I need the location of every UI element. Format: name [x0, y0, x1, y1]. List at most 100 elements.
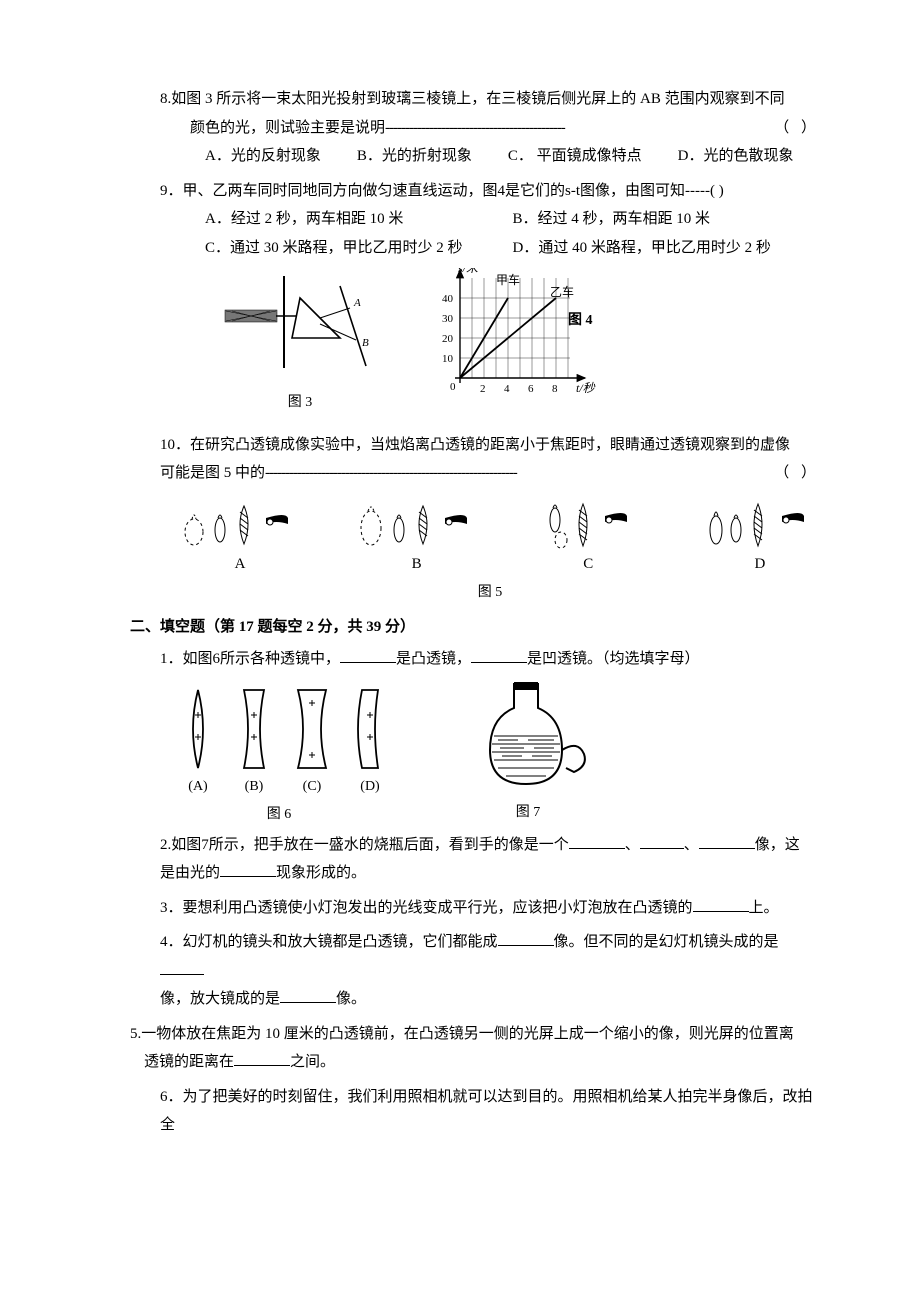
fig6-d: (D) — [352, 686, 388, 801]
f5-text-b: 透镜的距离在 — [144, 1054, 234, 1070]
fig5-a-label: A — [235, 550, 246, 579]
fig6-c: (C) — [292, 686, 332, 801]
fig5-opt-c: C — [533, 494, 643, 579]
f6-text: 为了把美好的时刻留住，我们利用照相机就可以达到目的。用照相机给某人拍完半身像后，… — [160, 1089, 813, 1134]
q9-opt-a: A．经过 2 秒，两车相距 10 米 — [205, 205, 513, 234]
f2-sep1: 、 — [625, 837, 640, 853]
q9-opt-c: C．通过 30 米路程，甲比乙用时少 2 秒 — [205, 234, 513, 263]
svg-text:20: 20 — [442, 333, 454, 345]
fig5-opt-a: A — [180, 494, 300, 579]
fig7-caption: 图 7 — [458, 800, 598, 827]
q8-opt-b: B．光的折射现象 — [357, 142, 472, 171]
q9-opt-b: B．经过 4 秒，两车相距 10 米 — [513, 205, 821, 234]
fig6-b: (B) — [236, 686, 272, 801]
f1-blank2 — [471, 648, 527, 663]
svg-text:10: 10 — [442, 353, 454, 365]
q10-dashes: ----------------------------------------… — [265, 465, 517, 481]
f1-text-a: 如图6所示各种透镜中， — [183, 651, 341, 667]
fig5-opt-d: D — [700, 494, 820, 579]
svg-text:B: B — [362, 337, 369, 349]
fig3-svg: A B — [220, 268, 380, 388]
f5-text-c: 之间。 — [290, 1054, 335, 1070]
fig5-d-label: D — [755, 550, 766, 579]
fig5-b-svg — [357, 494, 477, 550]
fig7-svg — [458, 680, 598, 798]
q9-opt-d: D．通过 40 米路程，甲比乙用时少 2 秒 — [513, 234, 821, 263]
f1-text-c: 是凹透镜。（均选填字母） — [527, 651, 700, 667]
svg-text:2: 2 — [480, 383, 486, 395]
fig3-caption: 图 3 — [288, 390, 313, 417]
svg-text:甲车: 甲车 — [496, 272, 520, 287]
svg-text:8: 8 — [552, 383, 558, 395]
f5-text-a: 一物体放在焦距为 10 厘米的凸透镜前，在凸透镜另一侧的光屏上成一个缩小的像，则… — [141, 1026, 794, 1042]
f4: 4．幻灯机的镜头和放大镜都是凸透镜，它们都能成 像。但不同的是幻灯机镜头成的是 像… — [160, 928, 820, 1014]
f4-line2: 像，放大镜成的是 像。 — [160, 985, 820, 1014]
fig5-caption: 图 5 — [160, 580, 820, 607]
fig5-c-label: C — [583, 550, 593, 579]
f3: 3．要想利用凸透镜使小灯泡发出的光线变成平行光，应该把小灯泡放在凸透镜的上。 — [160, 894, 820, 923]
f5-blank — [234, 1051, 290, 1066]
fig6-block: (A) (B) (C) (D) 图 6 — [170, 680, 388, 829]
q9-options: A．经过 2 秒，两车相距 10 米 B．经过 4 秒，两车相距 10 米 C．… — [160, 205, 820, 262]
q8-line1: 8.如图 3 所示将一束太阳光投射到玻璃三棱镜上，在三棱镜后侧光屏上的 AB 范… — [160, 85, 820, 114]
fig6-b-label: (B) — [236, 774, 272, 801]
fig4-svg: 甲车 乙车 40 30 20 10 0 2 4 6 8 s/米 t/秒 图 4 — [420, 268, 610, 408]
q8-line2: 颜色的光，则试验主要是说明---------------------------… — [160, 114, 820, 143]
q9-num: 9． — [160, 183, 183, 199]
f2-line2: 是由光的现象形成的。 — [160, 859, 820, 888]
q9: 9．甲、乙两车同时同地同方向做匀速直线运动，图4是它们的s-t图像，由图可知--… — [160, 177, 820, 263]
f2-sep2: 、 — [684, 837, 699, 853]
f3-num: 3． — [160, 900, 183, 916]
fig4-caption-side: 图 4 — [568, 312, 593, 328]
f5-line2: 透镜的距离在 之间。 — [130, 1048, 820, 1077]
f4-text-c: 像，放大镜成的是 — [160, 991, 280, 1007]
f4-blank1 — [498, 931, 554, 946]
f4-text-b: 像。但不同的是幻灯机镜头成的是 — [554, 934, 779, 950]
q10-line1: 10．在研究凸透镜成像实验中，当烛焰离凸透镜的距离小于焦距时，眼睛通过透镜观察到… — [160, 431, 820, 460]
fig5-c-svg — [533, 494, 643, 550]
q10-num: 10． — [160, 437, 190, 453]
fig5-d-svg — [700, 494, 820, 550]
f4-text-a: 幻灯机的镜头和放大镜都是凸透镜，它们都能成 — [183, 934, 498, 950]
svg-text:0: 0 — [450, 381, 456, 393]
f3-text-b: 上。 — [749, 900, 779, 916]
f2-blank4 — [220, 862, 276, 877]
q9-line1: 9．甲、乙两车同时同地同方向做匀速直线运动，图4是它们的s-t图像，由图可知--… — [160, 177, 820, 206]
f4-blank3 — [280, 988, 336, 1003]
f2-blank2 — [640, 834, 684, 849]
q8: 8.如图 3 所示将一束太阳光投射到玻璃三棱镜上，在三棱镜后侧光屏上的 AB 范… — [160, 85, 820, 171]
svg-text:6: 6 — [528, 383, 534, 395]
svg-text:30: 30 — [442, 313, 454, 325]
f4-text-d: 像。 — [336, 991, 366, 1007]
f2-text-d: 现象形成的。 — [276, 865, 366, 881]
q8-opt-d: D．光的色散现象 — [678, 142, 794, 171]
f2: 2.如图7所示，把手放在一盛水的烧瓶后面，看到手的像是一个、、像，这 是由光的现… — [160, 831, 820, 888]
q8-options: A．光的反射现象 B．光的折射现象 C． 平面镜成像特点 D．光的色散现象 — [160, 142, 820, 171]
q10-text-b: 可能是图 5 中的 — [160, 465, 265, 481]
f2-blank3 — [699, 834, 755, 849]
f2-blank1 — [569, 834, 625, 849]
f6: 6．为了把美好的时刻留住，我们利用照相机就可以达到目的。用照相机给某人拍完半身像… — [160, 1083, 820, 1140]
f1-text-b: 是凸透镜， — [396, 651, 471, 667]
svg-text:A: A — [353, 297, 361, 309]
f4-blank2 — [160, 960, 204, 975]
q8-dashes: ----------------------------------------… — [385, 120, 565, 136]
f5: 5.一物体放在焦距为 10 厘米的凸透镜前，在凸透镜另一侧的光屏上成一个缩小的像… — [130, 1020, 820, 1077]
fig5-row: A B C — [160, 494, 820, 579]
q10-line2: 可能是图 5 中的-------------------------------… — [160, 459, 820, 488]
fig6-a: (A) — [180, 686, 216, 801]
q8-paren: （ ） — [774, 114, 820, 143]
f1-num: 1． — [160, 651, 183, 667]
fig5-opt-b: B — [357, 494, 477, 579]
f4-num: 4． — [160, 934, 183, 950]
fig4: 甲车 乙车 40 30 20 10 0 2 4 6 8 s/米 t/秒 图 4 — [420, 268, 610, 408]
svg-text:s/米: s/米 — [458, 268, 480, 275]
f1-blank1 — [340, 648, 396, 663]
svg-text:乙车: 乙车 — [550, 284, 574, 299]
f2-text-a: 如图7所示，把手放在一盛水的烧瓶后面，看到手的像是一个 — [171, 837, 569, 853]
q8-opt-c: C． 平面镜成像特点 — [508, 142, 642, 171]
fig7-block: 图 7 — [458, 680, 598, 827]
section2-heading: 二、填空题（第 17 题每空 2 分，共 39 分） — [130, 613, 820, 642]
f6-num: 6． — [160, 1089, 183, 1105]
fig-row-34: A B 图 3 甲车 乙车 40 30 20 — [160, 268, 820, 417]
